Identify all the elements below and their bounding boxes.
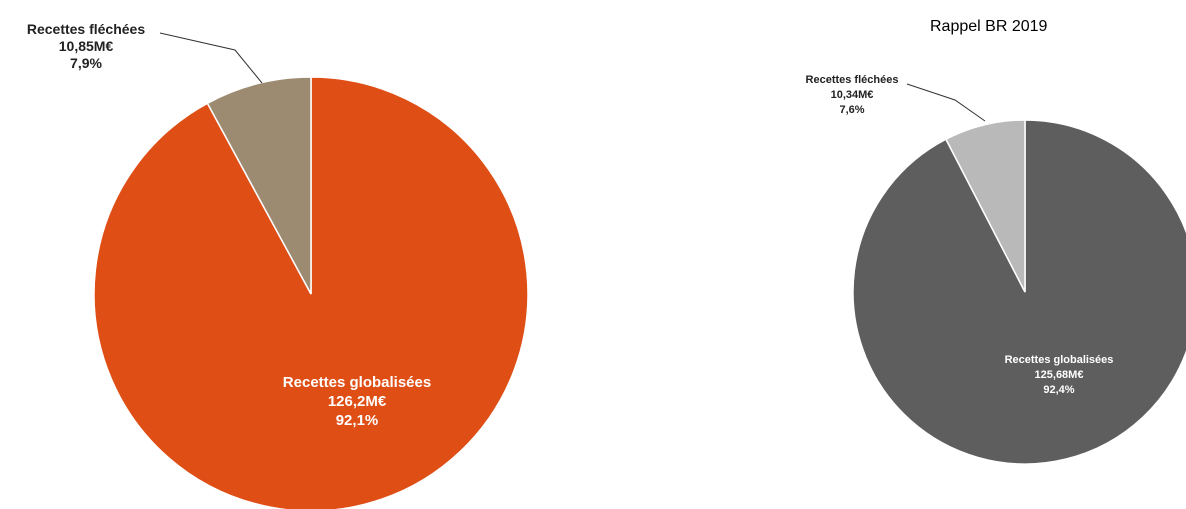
pie2-label-globalisees-pct: 92,4% <box>1043 384 1074 396</box>
pie-chart-2: Recettes fléchées 10,34M€ 7,6% Recettes … <box>806 74 1186 465</box>
pie2-label-flechees-value: 10,34M€ <box>831 89 874 101</box>
pie1-label-flechees-name: Recettes fléchées <box>27 21 146 37</box>
pie2-slice-recettes-globalisees <box>852 119 1186 465</box>
pie1-label-flechees-pct: 7,9% <box>70 55 102 71</box>
pie2-label-flechees-pct: 7,6% <box>839 104 864 116</box>
pie2-label-globalisees-value: 125,68M€ <box>1035 369 1084 381</box>
pie1-slice-recettes-flechees <box>206 76 312 295</box>
pie1-label-flechees-value: 10,85M€ <box>59 38 114 54</box>
pie1-label-globalisees-value: 126,2M€ <box>328 393 387 410</box>
chart2-title: Rappel BR 2019 <box>930 18 1048 35</box>
pie2-leader-line <box>906 83 986 122</box>
pie2-label-globalisees-name: Recettes globalisées <box>1005 354 1114 366</box>
pie2-slice-recettes-flechees <box>944 119 1026 293</box>
pie1-leader-line <box>159 32 263 84</box>
pie1-label-globalisees-pct: 92,1% <box>336 412 379 429</box>
pie-chart-1: Recettes fléchées 10,85M€ 7,9% Recettes … <box>27 21 529 509</box>
pie2-label-flechees-name: Recettes fléchées <box>806 74 899 86</box>
pie1-label-globalisees-name: Recettes globalisées <box>283 374 431 391</box>
